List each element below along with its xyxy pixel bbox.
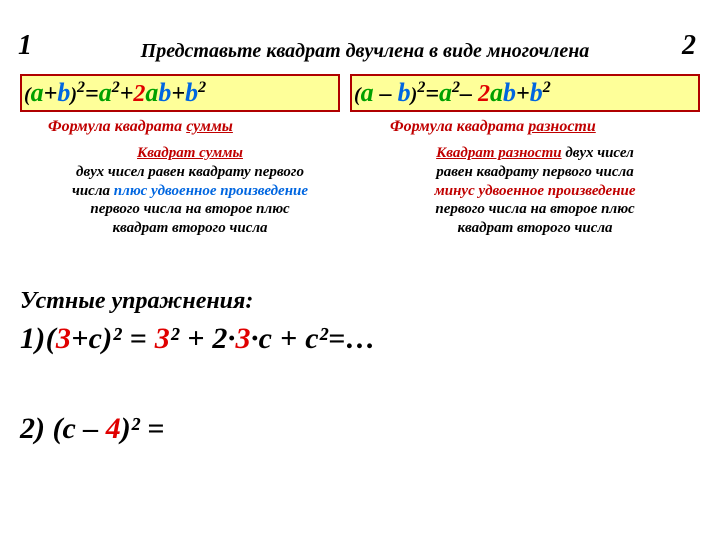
desc-diff: Квадрат разности двух чисел равен квадра… xyxy=(370,144,700,238)
desc-diff-line2: равен квадрату первого числа xyxy=(436,164,633,180)
desc-sum-head: Квадрат суммы xyxy=(137,145,243,161)
caption-sum: Формула квадрата суммы xyxy=(48,118,233,136)
caption-diff-ul: разности xyxy=(528,118,596,135)
exercise-2: 2) (с – 4)² = xyxy=(20,412,164,446)
caption-sum-ul: суммы xyxy=(186,118,233,135)
desc-diff-line5: квадрат второго числа xyxy=(457,220,612,236)
desc-diff-l1r: двух чисел xyxy=(562,145,634,161)
desc-sum-line3a: числа xyxy=(72,183,114,199)
page-title: Представьте квадрат двучлена в виде мног… xyxy=(70,40,660,63)
desc-sum: Квадрат суммы двух чисел равен квадрату … xyxy=(30,144,350,238)
desc-diff-line4: первого числа на второе плюс xyxy=(435,201,634,217)
formula-diff-box: (a – b)2=a2– 2ab+b2 xyxy=(350,74,700,112)
caption-diff: Формула квадрата разности xyxy=(390,118,596,136)
desc-sum-line4: первого числа на второе плюс xyxy=(90,201,289,217)
desc-sum-line2: двух чисел равен квадрату первого xyxy=(76,164,304,180)
caption-sum-text: Формула квадрата xyxy=(48,118,186,135)
desc-diff-minus: минус удвоенное произведение xyxy=(434,183,635,199)
top-number-right: 2 xyxy=(682,30,696,62)
top-number-left: 1 xyxy=(18,30,32,62)
desc-sum-line5: квадрат второго числа xyxy=(112,220,267,236)
oral-title: Устные упражнения: xyxy=(20,288,253,315)
exercise-1: 1)(3+с)² = 3² + 2·3·с + с²=… xyxy=(20,322,376,356)
formula-sum-box: (a+b)2=a2+2ab+b2 xyxy=(20,74,340,112)
desc-sum-plus: плюс удвоенное произведение xyxy=(114,183,308,199)
desc-diff-head: Квадрат разности xyxy=(436,145,561,161)
caption-diff-text: Формула квадрата xyxy=(390,118,528,135)
